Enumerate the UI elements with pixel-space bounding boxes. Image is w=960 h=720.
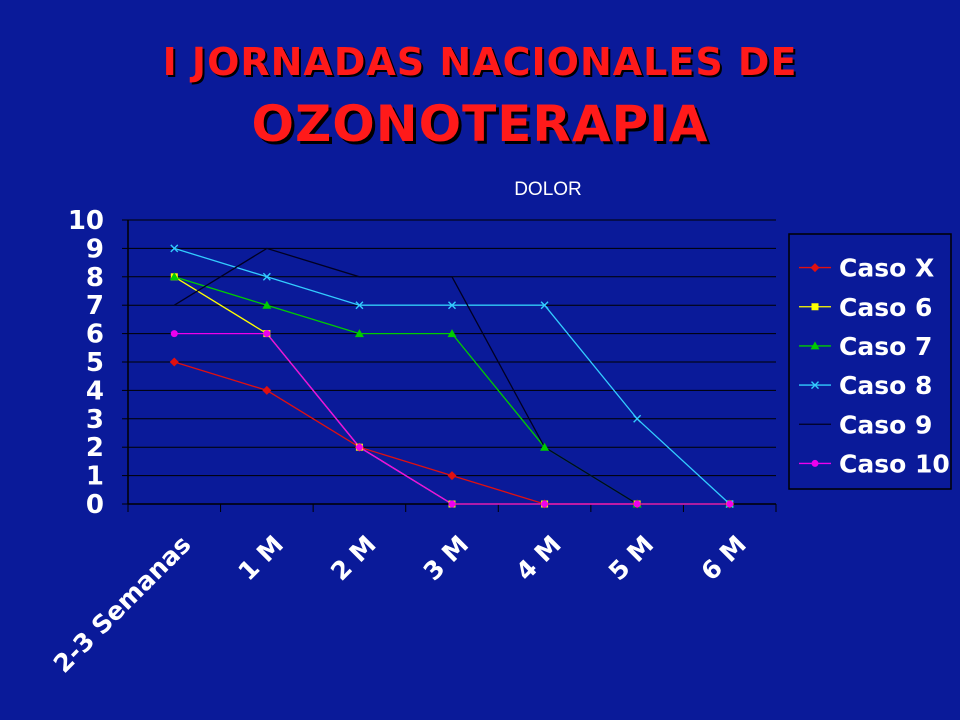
- y-tick-label: 8: [86, 263, 104, 293]
- data-point: [169, 272, 179, 281]
- legend-label: Caso X: [839, 254, 934, 283]
- data-point: [447, 471, 457, 481]
- data-point: [633, 414, 642, 423]
- legend-marker: [811, 381, 819, 390]
- data-point: [540, 301, 549, 310]
- x-tick-label: 4 M: [510, 530, 567, 587]
- x-tick-label: 5 M: [603, 530, 660, 587]
- legend-marker: [811, 303, 819, 311]
- data-point: [448, 500, 456, 508]
- y-tick-label: 1: [86, 462, 104, 492]
- legend-marker: [810, 341, 820, 350]
- y-tick-label: 2: [86, 433, 104, 463]
- data-point: [726, 500, 734, 508]
- chart-title: DOLOR: [514, 179, 582, 200]
- data-point: [263, 330, 271, 338]
- legend-label: Caso 6: [839, 293, 932, 322]
- data-point: [262, 272, 271, 281]
- x-tick-label: 3 M: [418, 530, 475, 587]
- legend-label: Caso 9: [839, 410, 932, 439]
- legend-label: Caso 8: [839, 371, 932, 400]
- y-tick-label: 4: [86, 376, 104, 406]
- x-tick-label: 1 M: [233, 530, 290, 587]
- x-tick-label: 2 M: [325, 530, 382, 587]
- y-tick-label: 3: [86, 405, 104, 435]
- legend-marker: [811, 459, 819, 467]
- data-point: [633, 500, 641, 508]
- data-point: [169, 357, 179, 367]
- data-point: [262, 385, 272, 395]
- slide-title-line1: I JORNADAS NACIONALES DE: [162, 40, 798, 84]
- y-tick-label: 0: [86, 490, 104, 520]
- x-tick-label: 2-3 Semanas: [48, 530, 197, 679]
- series-line-0: [174, 361, 730, 505]
- series-line-4: [173, 247, 730, 505]
- legend-label: Caso 7: [839, 332, 932, 361]
- y-tick-label: 5: [86, 348, 104, 378]
- slide-title-line2: OZONOTERAPIA: [251, 95, 709, 153]
- data-point: [448, 301, 456, 310]
- data-point: [262, 300, 272, 309]
- legend-box: [788, 233, 952, 490]
- data-point: [541, 500, 549, 508]
- data-point: [170, 244, 179, 253]
- data-point: [354, 329, 364, 338]
- y-tick-label: 6: [86, 320, 104, 350]
- x-tick-label: 6 M: [695, 530, 752, 587]
- data-point: [355, 443, 363, 451]
- data-point: [540, 442, 550, 451]
- chart-legend: Caso X Caso 6 Caso 7 Caso 8 Caso 9 Caso 10: [788, 233, 952, 490]
- data-point: [447, 329, 457, 338]
- y-tick-label: 10: [68, 206, 104, 236]
- y-tick-label: 7: [86, 291, 104, 321]
- series-line-3: [174, 247, 731, 505]
- data-point: [170, 330, 178, 338]
- legend-marker: [810, 263, 820, 273]
- data-point: [355, 301, 364, 310]
- legend-label: Caso 10: [839, 449, 950, 478]
- y-tick-label: 9: [86, 234, 104, 264]
